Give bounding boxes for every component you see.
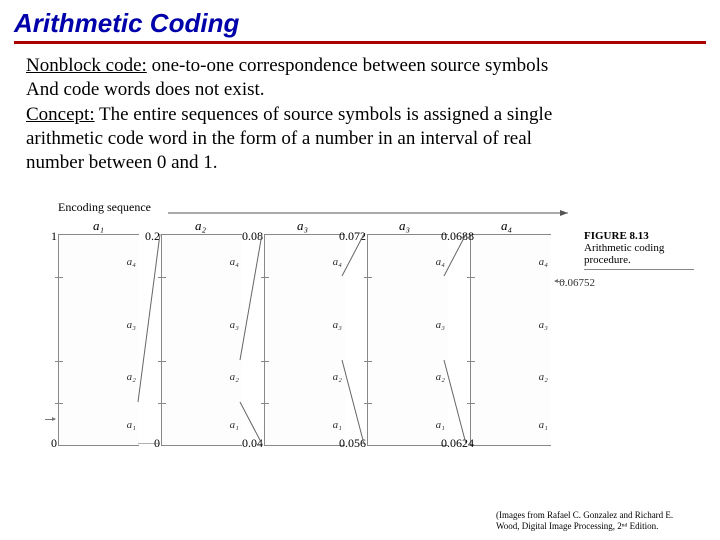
col0-a3: a₃ xyxy=(127,319,136,331)
col4-a1: a₁ xyxy=(539,419,548,431)
col1-bot: 0 xyxy=(132,436,160,451)
col4-bot: 0.0624 xyxy=(441,436,469,451)
body-line4: arithmetic code word in the form of a nu… xyxy=(26,128,532,149)
columns-row: 1 0 a₄ a₃ a₂ a₁ 0.2 0 a₄ a₃ a₂ a₁ 0.08 0… xyxy=(58,234,551,446)
col3-top: 0.072 xyxy=(338,229,366,244)
credit-line2: Wood, Digital Image Processing, 2ⁿᵈ Edit… xyxy=(496,521,658,531)
image-credit: (Images from Rafael C. Gonzalez and Rich… xyxy=(496,510,706,532)
col-3: 0.072 0.056 a₄ a₃ a₂ a₁ xyxy=(367,234,448,446)
final-value: 0.06752 xyxy=(559,277,595,289)
body-line2: And code words does not exist. xyxy=(26,79,265,100)
seq-sym-4: a₄ xyxy=(501,218,512,234)
col4-top: 0.0688 xyxy=(441,229,469,244)
col-1: 0.2 0 a₄ a₃ a₂ a₁ xyxy=(161,234,242,446)
col-4: 0.0688 0.0624 a₄ a₃ a₂ a₁ 0.06752 xyxy=(470,234,551,446)
col0-mark xyxy=(45,419,55,420)
seq-sym-3: a₃ xyxy=(399,218,410,234)
col-0: 1 0 a₄ a₃ a₂ a₁ xyxy=(58,234,139,446)
col1-a1: a₁ xyxy=(230,419,239,431)
col2-a2: a₂ xyxy=(333,371,342,383)
col2-top: 0.08 xyxy=(235,229,263,244)
col3-bot: 0.056 xyxy=(338,436,366,451)
col1-a3: a₃ xyxy=(230,319,239,331)
col3-a1: a₁ xyxy=(436,419,445,431)
def-text: one-to-one correspondence between source… xyxy=(147,55,549,76)
col0-top: 1 xyxy=(29,229,57,244)
col0-a2: a₂ xyxy=(127,371,136,383)
credit-line1: (Images from Rafael C. Gonzalez and Rich… xyxy=(496,510,673,520)
figure-number: FIGURE 8.13 xyxy=(584,230,694,242)
final-mark xyxy=(555,281,565,282)
col4-a4: a₄ xyxy=(539,256,548,268)
col1-a2: a₂ xyxy=(230,371,239,383)
body-text: Nonblock code: one-to-one correspondence… xyxy=(14,54,706,176)
col3-a2: a₂ xyxy=(436,371,445,383)
figcap-rule xyxy=(584,269,694,270)
seq-sym-0: a₁ xyxy=(93,218,104,234)
page-title: Arithmetic Coding xyxy=(14,8,706,39)
concept-term: Concept: xyxy=(26,104,95,125)
figure-area: Encoding sequence a₁ a₂ a₃ a₃ a₄ 1 0 a₄ … xyxy=(18,194,706,494)
col4-a3: a₃ xyxy=(539,319,548,331)
col3-a3: a₃ xyxy=(436,319,445,331)
title-rule xyxy=(14,41,706,44)
def-term: Nonblock code: xyxy=(26,55,147,76)
col4-a2: a₂ xyxy=(539,371,548,383)
concept-text: The entire sequences of source symbols i… xyxy=(95,104,553,125)
col0-a4: a₄ xyxy=(127,256,136,268)
col2-a3: a₃ xyxy=(333,319,342,331)
col3-a4: a₄ xyxy=(436,256,445,268)
col-2: 0.08 0.04 a₄ a₃ a₂ a₁ xyxy=(264,234,345,446)
col1-top: 0.2 xyxy=(132,229,160,244)
col0-bot: 0 xyxy=(29,436,57,451)
sequence-arrow xyxy=(58,208,578,218)
col0-a1: a₁ xyxy=(127,419,136,431)
body-line5: number between 0 and 1. xyxy=(26,152,218,173)
figure-text: Arithmetic coding procedure. xyxy=(584,242,694,266)
col1-a4: a₄ xyxy=(230,256,239,268)
seq-sym-1: a₂ xyxy=(195,218,206,234)
col2-bot: 0.04 xyxy=(235,436,263,451)
seq-sym-2: a₃ xyxy=(297,218,308,234)
col2-a4: a₄ xyxy=(333,256,342,268)
figure-caption: FIGURE 8.13 Arithmetic coding procedure. xyxy=(584,230,694,274)
col2-a1: a₁ xyxy=(333,419,342,431)
